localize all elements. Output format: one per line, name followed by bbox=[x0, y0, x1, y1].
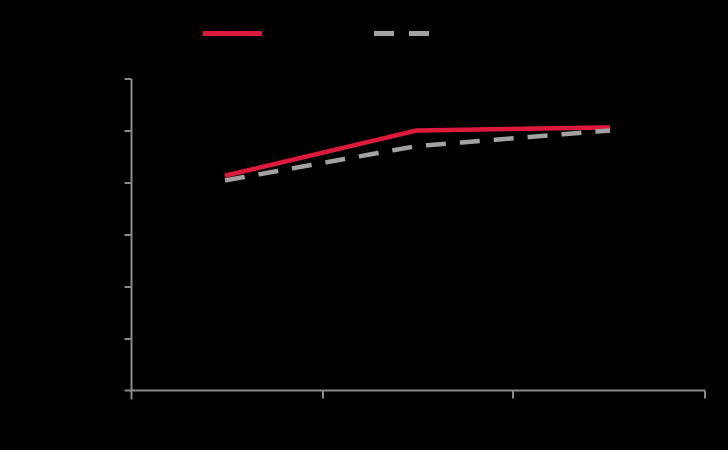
legend-swatch-gray-dashed-line-icon bbox=[374, 31, 394, 36]
legend-swatch-gray-dashed-line-icon bbox=[409, 31, 429, 36]
series-line-gray-dashed bbox=[224, 128, 611, 183]
chart-legend bbox=[0, 0, 728, 60]
legend-swatch-red-solid-line-icon bbox=[203, 31, 262, 36]
series-line-red-solid bbox=[224, 125, 611, 178]
